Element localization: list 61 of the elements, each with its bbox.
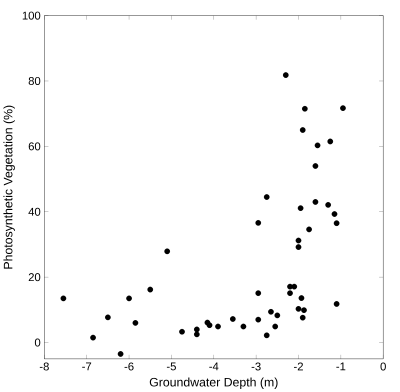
x-tick-label: -4	[209, 362, 218, 370]
y-tick-label: 100	[22, 11, 40, 20]
point	[194, 326, 200, 332]
x-tick-label: -6	[124, 362, 134, 370]
point	[301, 307, 307, 313]
x-tick-label: -3	[252, 362, 261, 370]
y-axis-title: Photosynthetic Vegetation (%)	[3, 105, 15, 268]
y-tick-label: 40	[28, 208, 40, 216]
point	[255, 290, 262, 296]
y-tick-label: 20	[28, 272, 40, 281]
y-tick-label: 0	[34, 338, 40, 346]
x-tick-label: 0	[380, 362, 386, 370]
x-tick-label: -1	[336, 362, 346, 370]
point	[118, 350, 124, 357]
point	[296, 306, 302, 312]
point	[274, 312, 280, 318]
point	[206, 322, 212, 328]
x-axis-title: Groundwater Depth (m)	[150, 377, 278, 389]
point	[306, 226, 312, 232]
point	[298, 295, 304, 301]
point	[90, 334, 96, 340]
point	[327, 138, 334, 144]
point	[179, 328, 185, 334]
point	[314, 142, 320, 148]
point	[296, 244, 302, 250]
point	[325, 202, 332, 208]
point	[126, 295, 132, 302]
point	[312, 198, 318, 205]
point	[334, 220, 340, 226]
point	[215, 323, 221, 330]
point	[334, 300, 340, 307]
point	[268, 308, 274, 314]
point	[272, 323, 278, 330]
point	[264, 194, 270, 200]
x-tick-label: -2	[294, 362, 303, 370]
point	[298, 205, 304, 211]
point	[147, 286, 154, 292]
point	[282, 72, 289, 78]
point	[302, 106, 308, 112]
point	[300, 314, 306, 320]
y-tick-label: 60	[28, 142, 40, 150]
x-tick-label: -8	[40, 362, 49, 370]
x-tick-label: -7	[82, 362, 92, 370]
x-tick-label: -5	[166, 362, 176, 370]
point	[240, 323, 246, 330]
point	[312, 162, 318, 169]
point	[300, 126, 306, 133]
point	[332, 210, 338, 217]
point	[296, 237, 302, 244]
point	[164, 248, 170, 254]
point	[230, 316, 236, 322]
point	[255, 220, 262, 226]
point	[255, 316, 262, 322]
point	[60, 295, 66, 302]
y-tick-label: 80	[28, 76, 40, 85]
point	[194, 331, 200, 338]
point	[287, 290, 293, 296]
point	[340, 105, 346, 111]
point	[132, 320, 138, 326]
point	[264, 332, 270, 338]
point	[105, 314, 111, 320]
